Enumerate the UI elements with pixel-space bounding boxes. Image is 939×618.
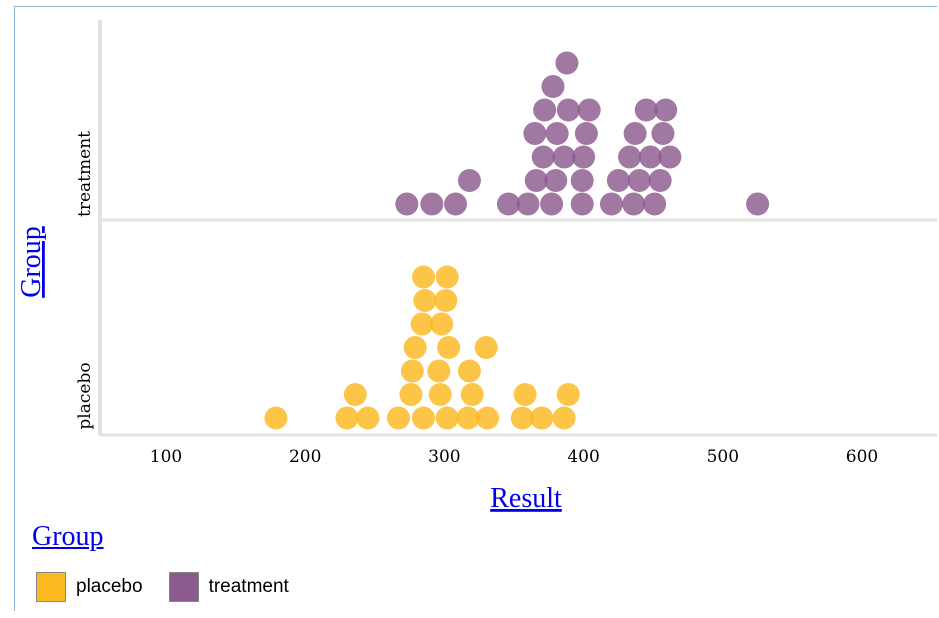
data-point-treatment[interactable] [541, 75, 565, 98]
data-point-placebo[interactable] [556, 383, 580, 406]
data-point-treatment[interactable] [545, 122, 569, 145]
data-point-treatment[interactable] [654, 98, 678, 122]
data-point-placebo[interactable] [386, 406, 410, 430]
x-tick-label: 500 [707, 447, 739, 467]
data-point-placebo[interactable] [435, 406, 459, 430]
data-point-treatment[interactable] [533, 98, 557, 122]
data-point-treatment[interactable] [618, 145, 642, 169]
data-point-treatment[interactable] [658, 145, 682, 169]
x-tick-label: 100 [150, 447, 182, 467]
data-point-placebo[interactable] [343, 383, 367, 406]
data-point-placebo[interactable] [510, 406, 534, 430]
legend-swatch [168, 572, 199, 602]
data-point-treatment[interactable] [746, 192, 770, 216]
data-point-treatment[interactable] [622, 192, 646, 216]
data-point-treatment[interactable] [599, 192, 623, 216]
data-point-placebo[interactable] [356, 406, 380, 430]
category-label-placebo: placebo [75, 362, 95, 429]
data-point-placebo[interactable] [476, 406, 500, 430]
data-point-placebo[interactable] [474, 336, 498, 359]
data-point-treatment[interactable] [606, 169, 630, 192]
data-point-treatment[interactable] [552, 145, 576, 169]
legend: placebo treatment [36, 572, 315, 602]
data-point-placebo[interactable] [427, 359, 451, 383]
x-tick-label: 200 [289, 447, 321, 467]
data-point-treatment[interactable] [638, 145, 662, 169]
y-axis-title[interactable]: Group [16, 226, 47, 298]
data-point-treatment[interactable] [444, 192, 468, 216]
data-point-placebo[interactable] [403, 336, 427, 359]
data-point-treatment[interactable] [540, 192, 564, 216]
x-tick-label: 600 [846, 447, 878, 467]
data-point-treatment[interactable] [457, 169, 481, 192]
legend-swatch [36, 572, 66, 602]
data-point-treatment[interactable] [648, 169, 672, 192]
data-point-placebo[interactable] [400, 359, 424, 383]
legend-title[interactable]: Group [32, 521, 104, 552]
data-point-placebo[interactable] [410, 312, 434, 336]
data-points [264, 51, 770, 430]
data-point-treatment[interactable] [544, 169, 568, 192]
legend-item-treatment[interactable]: treatment [168, 572, 289, 602]
legend-item-placebo[interactable]: placebo [36, 572, 143, 602]
data-point-placebo[interactable] [552, 406, 576, 430]
data-point-treatment[interactable] [395, 192, 419, 216]
data-point-treatment[interactable] [556, 98, 580, 122]
data-point-placebo[interactable] [412, 265, 436, 289]
x-axis-title[interactable]: Result [490, 483, 562, 514]
data-point-treatment[interactable] [574, 122, 598, 145]
data-point-treatment[interactable] [570, 169, 594, 192]
axes: 100 200 300 400 500 600 placebo treatment [75, 20, 937, 467]
data-point-placebo[interactable] [460, 383, 484, 406]
data-point-treatment[interactable] [555, 51, 579, 75]
data-point-placebo[interactable] [456, 406, 480, 430]
data-point-treatment[interactable] [651, 122, 675, 145]
data-point-treatment[interactable] [623, 122, 647, 145]
data-point-placebo[interactable] [428, 383, 452, 406]
data-point-placebo[interactable] [430, 312, 454, 336]
data-point-placebo[interactable] [399, 383, 423, 406]
data-point-placebo[interactable] [530, 406, 554, 430]
data-point-treatment[interactable] [577, 98, 601, 122]
data-point-placebo[interactable] [457, 359, 481, 383]
data-point-treatment[interactable] [572, 145, 596, 169]
x-tick-label: 300 [428, 447, 460, 467]
data-point-placebo[interactable] [435, 265, 459, 289]
data-point-treatment[interactable] [516, 192, 540, 216]
data-point-treatment[interactable] [420, 192, 444, 216]
data-point-treatment[interactable] [627, 169, 651, 192]
data-point-treatment[interactable] [634, 98, 658, 122]
chart-frame [14, 6, 937, 611]
data-point-placebo[interactable] [264, 406, 288, 430]
data-point-treatment[interactable] [643, 192, 667, 216]
data-point-treatment[interactable] [524, 169, 548, 192]
data-point-placebo[interactable] [413, 289, 437, 312]
x-tick-label: 400 [567, 447, 599, 467]
data-point-treatment[interactable] [523, 122, 547, 145]
data-point-placebo[interactable] [437, 336, 461, 359]
legend-label: treatment [208, 576, 289, 597]
legend-label: placebo [76, 576, 143, 597]
data-point-placebo[interactable] [335, 406, 359, 430]
data-point-placebo[interactable] [412, 406, 436, 430]
data-point-treatment[interactable] [496, 192, 520, 216]
data-point-placebo[interactable] [434, 289, 458, 312]
category-label-treatment: treatment [75, 131, 95, 217]
data-point-treatment[interactable] [531, 145, 555, 169]
data-point-placebo[interactable] [513, 383, 537, 406]
data-point-treatment[interactable] [570, 192, 594, 216]
